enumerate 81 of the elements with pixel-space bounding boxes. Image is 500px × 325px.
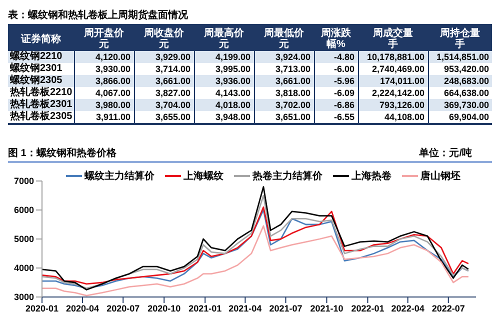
text: 2,740,469.00 — [372, 64, 424, 74]
text: 369,730.00 — [444, 100, 489, 110]
text: 3,661.00 — [275, 76, 310, 86]
text: -6.86 — [334, 100, 354, 110]
category-label: 螺纹钢2305 — [10, 75, 62, 86]
text: 3,995.00 — [215, 64, 250, 74]
text: 3,980.00 — [95, 100, 130, 110]
text: 3,930.00 — [95, 64, 130, 74]
category-label: 热轧卷板2301 — [10, 99, 72, 110]
text: 3,827.00 — [155, 88, 190, 98]
text: -4.80 — [334, 52, 354, 62]
text: 4,067.00 — [95, 88, 130, 98]
y-tick-label: 3000 — [14, 292, 34, 302]
text: -6.09 — [334, 88, 354, 98]
text: 3,929.00 — [155, 52, 190, 62]
category-label: 周开盘价元 — [84, 28, 124, 50]
line-series — [42, 225, 470, 296]
text: 2,224,142.00 — [372, 88, 424, 98]
text: 3,661.00 — [155, 76, 190, 86]
text: 3,818.00 — [275, 88, 310, 98]
y-tick-label: 4000 — [14, 263, 34, 274]
text: 3,714.00 — [155, 64, 190, 74]
text: 10,178,881.00 — [366, 52, 424, 62]
text: 248,683.00 — [444, 76, 489, 86]
text: 1,514,851.00 — [436, 52, 489, 62]
category-label: 热轧卷板2305 — [10, 111, 72, 122]
text: 4,143.00 — [215, 88, 250, 98]
y-tick-label: 6000 — [14, 205, 34, 216]
legend-label: 热卷主力结算价 — [252, 169, 322, 183]
x-tick-label: 2020-04 — [66, 303, 100, 314]
x-tick-label: 2022-07 — [432, 303, 465, 314]
x-tick-label: 2021-10 — [310, 303, 344, 314]
text: 44,108.00 — [384, 112, 424, 122]
text: 3,936.00 — [215, 76, 250, 86]
x-tick-label: 2021-07 — [269, 303, 302, 314]
text: 证券简称 — [20, 32, 62, 46]
category-label: 热轧卷板2210 — [10, 87, 72, 98]
text: 953,420.00 — [444, 64, 489, 74]
text: 3,911.00 — [96, 112, 130, 122]
x-tick-label: 2022-01 — [351, 303, 384, 314]
text: 4,199.00 — [215, 52, 250, 62]
x-tick-label: 2021-04 — [228, 303, 262, 314]
text: 793,126.00 — [379, 100, 424, 110]
text: 4,018.00 — [215, 100, 250, 110]
text: 3,713.00 — [275, 64, 310, 74]
chart-title: 图 1：螺纹钢和热卷价格 — [8, 147, 116, 161]
text: 表：螺纹钢和热轧卷板上周期货盘面情况 — [8, 8, 189, 23]
category-label: 周最低价元 — [264, 28, 304, 50]
text: 3,702.00 — [275, 100, 310, 110]
text: 3,924.00 — [275, 52, 310, 62]
x-tick-label: 2020-07 — [106, 303, 140, 314]
category-label: 周持仓量手 — [440, 28, 480, 50]
text: 664,638.00 — [444, 88, 489, 98]
category-label: 周收盘价元 — [144, 28, 184, 50]
text: 3,866.00 — [95, 76, 130, 86]
x-tick-label: 2020-01 — [25, 303, 59, 314]
text: 3,948.00 — [215, 112, 250, 122]
text: 3,704.00 — [155, 100, 190, 110]
x-tick-label: 2022-04 — [391, 303, 424, 314]
text: 69,904.00 — [448, 112, 489, 122]
legend-label: 上海热卷 — [352, 170, 392, 183]
legend-label: 上海螺纹 — [184, 170, 224, 183]
x-tick-label: 2020-10 — [148, 303, 181, 314]
text: -6.55 — [334, 112, 354, 122]
category-label: 螺纹钢2210 — [10, 51, 62, 62]
text: 3,655.00 — [155, 112, 190, 122]
text: -6.00 — [334, 64, 354, 74]
legend-label: 螺纹主力结算价 — [84, 169, 154, 183]
text: 单位：元/吨 — [419, 147, 472, 161]
category-label: 周成交量手 — [372, 28, 414, 50]
text: 3,651.00 — [275, 112, 310, 122]
y-tick-label: 7000 — [14, 176, 34, 186]
category-label: 周涨跌幅% — [320, 28, 352, 50]
legend-label: 唐山钢坯 — [420, 169, 460, 183]
text: 174,011.00 — [380, 76, 424, 86]
category-label: 周最高价元 — [204, 28, 244, 50]
y-tick-label: 5000 — [14, 234, 34, 244]
text: -5.96 — [334, 76, 354, 86]
category-label: 螺纹钢2301 — [10, 63, 62, 74]
x-tick-label: 2021-01 — [188, 303, 222, 314]
text: 4,120.00 — [95, 52, 130, 62]
